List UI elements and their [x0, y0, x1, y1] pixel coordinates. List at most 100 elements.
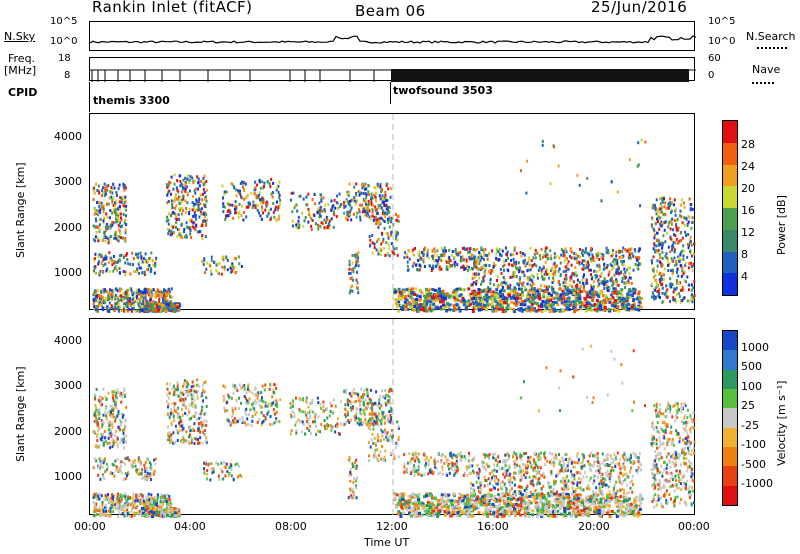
power-cell	[122, 186, 125, 189]
velocity-cell	[195, 383, 198, 387]
power-cell	[587, 263, 590, 267]
power-cell	[157, 290, 160, 294]
velocity-cell	[145, 458, 148, 462]
power-cell	[584, 266, 587, 270]
velocity-cell	[199, 416, 202, 420]
power-cell	[599, 274, 602, 278]
power-cell	[675, 225, 678, 229]
power-cell	[661, 283, 664, 287]
power-cell	[686, 223, 689, 227]
velocity-cell	[124, 513, 127, 517]
power-cell	[308, 210, 311, 214]
power-cell	[379, 183, 382, 187]
velocity-cell	[232, 383, 234, 387]
velocity-cell	[166, 387, 169, 391]
power-cell	[507, 293, 511, 297]
power-cell	[562, 292, 566, 296]
velocity-cell	[111, 440, 114, 444]
velocity-cell	[100, 419, 103, 423]
power-cell	[138, 266, 141, 270]
velocity-cell	[200, 411, 203, 415]
power-cell	[689, 250, 691, 253]
power-cell	[493, 293, 497, 297]
power-cell	[607, 273, 610, 277]
power-cell	[449, 296, 453, 300]
power-cell	[164, 309, 168, 313]
velocity-cell	[177, 514, 181, 518]
power-cell	[173, 173, 176, 177]
power-cell	[677, 274, 680, 278]
power-cell	[222, 196, 225, 200]
velocity-cell	[98, 457, 101, 461]
power-cell	[383, 220, 386, 223]
power-cell	[394, 290, 398, 294]
power-cell	[349, 211, 351, 215]
power-cell	[432, 257, 434, 261]
power-cell	[191, 201, 194, 204]
power-cell	[202, 218, 205, 222]
velocity-cell	[100, 514, 103, 518]
power-cell	[666, 296, 669, 300]
power-cell	[519, 302, 523, 306]
power-cell	[620, 297, 624, 301]
velocity-cell	[165, 510, 169, 514]
power-cell	[193, 202, 196, 206]
power-cell	[381, 188, 383, 192]
power-cell	[418, 288, 422, 292]
velocity-cell	[120, 412, 123, 416]
power-cell	[351, 198, 354, 201]
power-cell	[294, 204, 297, 208]
power-cell	[178, 174, 181, 178]
power-cell	[136, 309, 139, 313]
velocity-cell	[104, 440, 107, 444]
power-cell	[427, 256, 430, 260]
velocity-cell	[190, 438, 193, 442]
velocity-cell	[158, 508, 162, 511]
power-cell	[671, 245, 674, 249]
power-cell	[621, 303, 625, 307]
power-cell	[519, 297, 523, 300]
power-cell	[546, 304, 550, 308]
power-cell	[624, 270, 627, 274]
power-cell	[614, 299, 618, 303]
power-cell	[579, 247, 581, 251]
power-cell	[597, 295, 601, 299]
power-cell	[604, 279, 607, 283]
power-cell	[492, 264, 495, 268]
power-cell	[271, 195, 274, 199]
power-cell	[416, 268, 419, 272]
velocity-cell	[127, 470, 130, 474]
power-cell	[599, 304, 602, 308]
power-cell	[350, 218, 353, 222]
power-cell	[353, 253, 356, 257]
power-cell	[581, 281, 584, 285]
power-cell	[543, 277, 546, 281]
power-cell	[320, 209, 323, 213]
power-cell	[413, 304, 417, 308]
power-cell	[114, 293, 117, 297]
power-cell	[428, 296, 432, 300]
power-cell	[159, 290, 162, 294]
power-cell	[416, 309, 420, 313]
velocity-cell	[111, 396, 114, 400]
power-cell	[348, 267, 351, 271]
power-cell	[683, 223, 686, 227]
power-cell	[483, 271, 486, 275]
power-cell	[397, 290, 401, 294]
power-cell	[636, 258, 638, 262]
velocity-cell	[94, 403, 97, 407]
power-cell	[693, 280, 696, 284]
velocity-cell	[146, 471, 149, 475]
power-cell	[668, 220, 671, 224]
power-cell	[610, 264, 613, 267]
velocity-cell	[126, 457, 128, 461]
power-ytick-3000: 3000	[54, 175, 82, 188]
power-cell	[195, 223, 198, 227]
power-cell	[496, 285, 499, 289]
power-cell	[157, 288, 159, 292]
velocity-cell	[205, 404, 208, 408]
velocity-cell	[247, 401, 250, 405]
power-cell	[602, 254, 605, 257]
power-cell	[164, 301, 167, 305]
power-cell	[545, 246, 548, 250]
